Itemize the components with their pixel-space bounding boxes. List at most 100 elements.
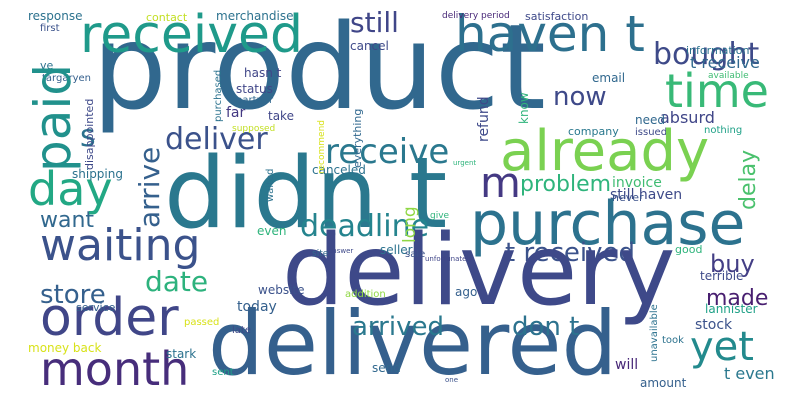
word-t-even: t even xyxy=(724,364,775,383)
word-will: will xyxy=(615,357,639,373)
word-far: far xyxy=(226,105,246,121)
word-s: s xyxy=(80,119,96,154)
word-canceled: canceled xyxy=(312,163,366,177)
word-today: today xyxy=(237,299,277,315)
word-delay: delay xyxy=(736,149,761,210)
word-contact: contact xyxy=(146,11,188,24)
word-seller: seller xyxy=(380,243,413,257)
word-want: want xyxy=(40,208,95,233)
word-deliver: deliver xyxy=(165,122,268,157)
word-send: send xyxy=(372,361,401,375)
word-day: day xyxy=(28,162,113,216)
word-long: long xyxy=(400,206,420,243)
word-now: now xyxy=(553,82,607,112)
word-stark: stark xyxy=(166,347,197,361)
word-problem: problem xyxy=(520,172,612,197)
word-cancel: cancel xyxy=(350,39,389,53)
word-take: take xyxy=(268,109,294,123)
word-waiting: waiting xyxy=(40,220,201,271)
word-response: response xyxy=(28,9,83,23)
word-month: month xyxy=(40,342,190,396)
word-still: still xyxy=(350,6,399,39)
word-issued: issued xyxy=(635,127,668,138)
word-amount: amount xyxy=(640,376,687,390)
word-targaryen: targaryen xyxy=(42,73,91,84)
word-sale: sale xyxy=(405,249,426,260)
word-bought: bought xyxy=(653,37,760,72)
word-nothing: nothing xyxy=(704,125,743,136)
word-buy: buy xyxy=(710,250,755,278)
word-dont: don t xyxy=(512,312,580,342)
word-late: late xyxy=(232,325,251,336)
word-delivered: delivered xyxy=(208,292,618,395)
word-receive: receive xyxy=(325,132,450,172)
word-ve: ve xyxy=(40,59,54,72)
word-still-haven: still haven xyxy=(610,187,683,203)
word-refund: refund xyxy=(476,96,492,142)
word-one: one xyxy=(445,376,459,384)
word-arrived: arrived xyxy=(352,312,444,342)
word-order: order xyxy=(40,288,179,348)
word-recommend: recommend xyxy=(317,120,327,174)
word-deadline: deadline xyxy=(300,209,430,244)
word-paid: paid xyxy=(24,63,82,172)
word-never: never xyxy=(612,191,644,204)
word-t-receive: t receive xyxy=(690,53,760,72)
word-first: first xyxy=(40,23,60,34)
word-shipping: shipping xyxy=(72,167,123,181)
word-received: received xyxy=(80,5,304,65)
word-addition: addition xyxy=(345,289,386,300)
word-good: good xyxy=(675,243,703,256)
word-merchandise: merchandise xyxy=(216,9,294,23)
word-satisfaction: satisfaction xyxy=(525,10,589,23)
word-arrive: arrive xyxy=(133,146,166,228)
word-passed: passed xyxy=(184,317,220,328)
word-everything: everything xyxy=(351,108,364,168)
word-delivery: delivery xyxy=(282,214,676,328)
word-website: website xyxy=(258,283,305,297)
word-ago: ago xyxy=(455,285,478,299)
word-date: date xyxy=(145,265,209,298)
word-hasnt: hasn t xyxy=(244,66,282,80)
word-time: time xyxy=(665,64,769,118)
word-urgent: urgent xyxy=(453,159,477,167)
word-purchase: purchase xyxy=(470,189,746,259)
word-disappointed: disappointed xyxy=(83,98,96,170)
word-know: know xyxy=(517,92,531,124)
word-information: information xyxy=(686,44,750,57)
word-site: site xyxy=(312,249,329,259)
word-purchased: purchased xyxy=(213,69,224,122)
word-unfortunately: unfortunately xyxy=(425,255,473,263)
word-didnt: didn t xyxy=(164,137,448,251)
word-made: made xyxy=(706,286,769,311)
word-waited: waited xyxy=(265,168,276,202)
word-unavailable: unavailable xyxy=(649,304,660,362)
word-status: status xyxy=(236,82,273,96)
word-m: m xyxy=(480,158,521,207)
word-t-received: t received xyxy=(505,238,635,268)
word-partner: partner xyxy=(236,95,274,106)
word-available: available xyxy=(708,71,749,81)
word-supposed: supposed xyxy=(232,124,276,134)
word-store: store xyxy=(40,280,106,310)
word-absurd: absurd xyxy=(660,108,715,127)
word-sent: sent xyxy=(212,367,234,378)
word-product: product xyxy=(92,0,546,136)
word-email: email xyxy=(592,71,626,85)
word-even: even xyxy=(257,224,287,238)
word-stock: stock xyxy=(695,317,733,333)
word-invoice: invoice xyxy=(612,175,662,191)
word-money-back: money back xyxy=(28,341,102,355)
word-delivery-period: delivery period xyxy=(442,11,510,21)
word-took: took xyxy=(662,335,684,346)
word-give: give xyxy=(430,211,450,221)
word-service: service xyxy=(76,301,116,314)
word-lannister: lannister xyxy=(705,302,758,316)
word-answer: answer xyxy=(328,247,354,255)
word-need: need xyxy=(635,113,665,127)
word-already: already xyxy=(500,119,710,184)
word-company: company xyxy=(568,125,619,138)
word-yet: yet xyxy=(690,324,754,370)
word-terrible: terrible xyxy=(700,269,744,283)
